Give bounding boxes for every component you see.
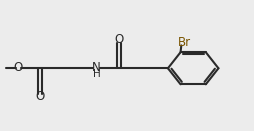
Text: O: O (13, 61, 23, 74)
Text: N: N (92, 61, 101, 74)
Text: H: H (92, 69, 100, 79)
Text: O: O (35, 91, 44, 103)
Text: O: O (114, 33, 123, 46)
Text: Br: Br (178, 36, 192, 49)
